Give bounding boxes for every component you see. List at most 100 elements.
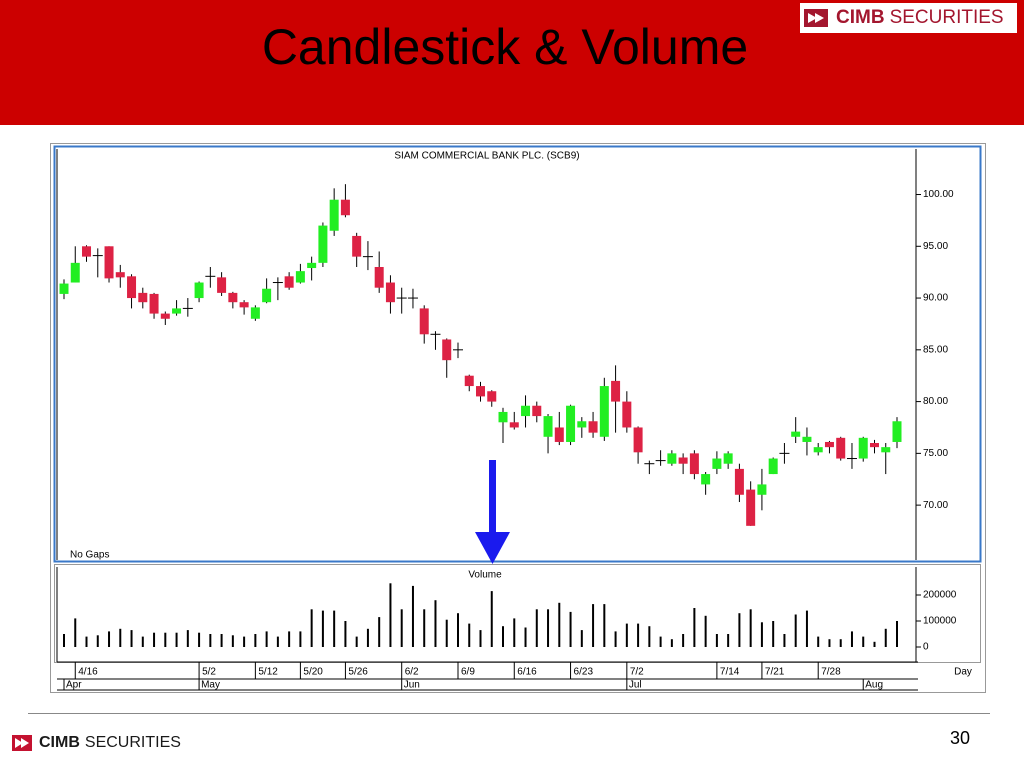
logo-brand: CIMB	[836, 7, 885, 28]
logo-name: SECURITIES	[84, 734, 181, 751]
x-axis-label: Day	[954, 667, 972, 678]
candle-body	[633, 427, 643, 453]
annotation: No Gaps	[70, 550, 109, 561]
candle-body	[881, 447, 891, 453]
candle-body	[442, 339, 452, 361]
logo: CIMB SECURITIES	[12, 732, 181, 754]
candle-body	[419, 308, 429, 335]
x-tick-label: 7/21	[765, 667, 785, 678]
x-tick-label: 7/2	[630, 667, 644, 678]
candle-body	[295, 271, 305, 283]
candle-body	[374, 266, 384, 288]
candle-body	[892, 421, 902, 442]
candle-body	[509, 422, 519, 428]
x-tick-label: 6/9	[461, 667, 475, 678]
candle-body	[284, 276, 294, 288]
candle-body	[262, 288, 272, 303]
candle-body	[521, 405, 531, 417]
candle-body	[172, 308, 182, 314]
candle-body	[678, 457, 688, 464]
candle-body	[667, 453, 677, 464]
candle-body	[824, 441, 834, 448]
candle-body	[836, 437, 846, 459]
candle-body	[104, 246, 114, 279]
candle-body	[464, 375, 474, 387]
y2-tick-label: 200000	[923, 590, 957, 601]
candle-body	[476, 386, 485, 397]
candle-body	[127, 276, 137, 299]
candle-body	[554, 427, 564, 442]
candle-body	[723, 453, 733, 464]
volume-title: Volume	[468, 570, 502, 581]
candle-body	[622, 401, 632, 428]
y-tick-label: 75.00	[923, 448, 948, 459]
x-tick-label: 6/16	[517, 667, 537, 678]
x-tick-label: 4/16	[78, 667, 98, 678]
candle-body	[138, 292, 148, 303]
candle-body	[385, 282, 395, 303]
candle-body	[217, 277, 227, 293]
candle-body	[318, 225, 328, 263]
month-label: Jul	[629, 680, 642, 691]
y-tick-label: 95.00	[923, 241, 948, 252]
candle-body	[250, 307, 260, 319]
candle-body	[588, 421, 598, 433]
logo-icon	[12, 735, 32, 751]
month-label: Apr	[66, 680, 82, 691]
footer-rule	[28, 713, 990, 714]
candle-body	[59, 283, 69, 294]
candle-body	[487, 391, 497, 402]
x-tick-label: 7/14	[720, 667, 740, 678]
logo-brand: CIMB	[39, 734, 80, 751]
candle-body	[701, 474, 711, 485]
x-tick-label: 5/12	[258, 667, 278, 678]
x-tick-label: 5/2	[202, 667, 216, 678]
candle-body	[239, 302, 249, 308]
arrow	[475, 460, 510, 564]
candle-body	[577, 421, 587, 428]
candle-body	[498, 411, 508, 423]
x-tick-label: 6/23	[574, 667, 594, 678]
candle-body	[791, 431, 801, 437]
x-tick-label: 5/20	[303, 667, 323, 678]
candle-body	[802, 436, 812, 442]
y-tick-label: 70.00	[923, 500, 948, 511]
candle-body	[149, 293, 159, 314]
candle-body	[768, 458, 778, 475]
candle-body	[70, 262, 80, 283]
candle-body	[329, 199, 339, 231]
month-label: May	[201, 680, 220, 691]
logo-name: SECURITIES	[889, 7, 1004, 28]
month-label: Jun	[404, 680, 420, 691]
chart-frame	[50, 143, 986, 693]
chart-title: SIAM COMMERCIAL BANK PLC. (SCB9)	[394, 151, 579, 162]
y-tick-label: 80.00	[923, 396, 948, 407]
candle-body	[82, 246, 92, 257]
candle-body	[611, 380, 621, 402]
candle-body	[746, 489, 756, 526]
price-panel-border	[53, 145, 982, 563]
y2-tick-label: 0	[923, 642, 929, 653]
candle-body	[813, 447, 823, 453]
candle-body	[712, 458, 722, 469]
x-tick-label: 6/2	[405, 667, 419, 678]
y-tick-label: 100.00	[923, 189, 954, 200]
candle-body	[757, 484, 767, 495]
candle-body	[307, 262, 317, 269]
candle-body	[340, 199, 350, 216]
y-tick-label: 90.00	[923, 293, 948, 304]
month-label: Aug	[865, 680, 883, 691]
y2-tick-label: 100000	[923, 616, 957, 627]
page-number: 30	[949, 728, 970, 748]
candle-body	[160, 313, 170, 319]
candle-body	[352, 235, 362, 257]
candle-body	[566, 405, 576, 442]
x-tick-label: 5/26	[348, 667, 368, 678]
candle-body	[869, 443, 879, 448]
logo: CIMB SECURITIES	[800, 3, 1017, 33]
candle-body	[532, 405, 542, 417]
candle-body	[599, 386, 609, 437]
logo-icon	[804, 9, 828, 27]
